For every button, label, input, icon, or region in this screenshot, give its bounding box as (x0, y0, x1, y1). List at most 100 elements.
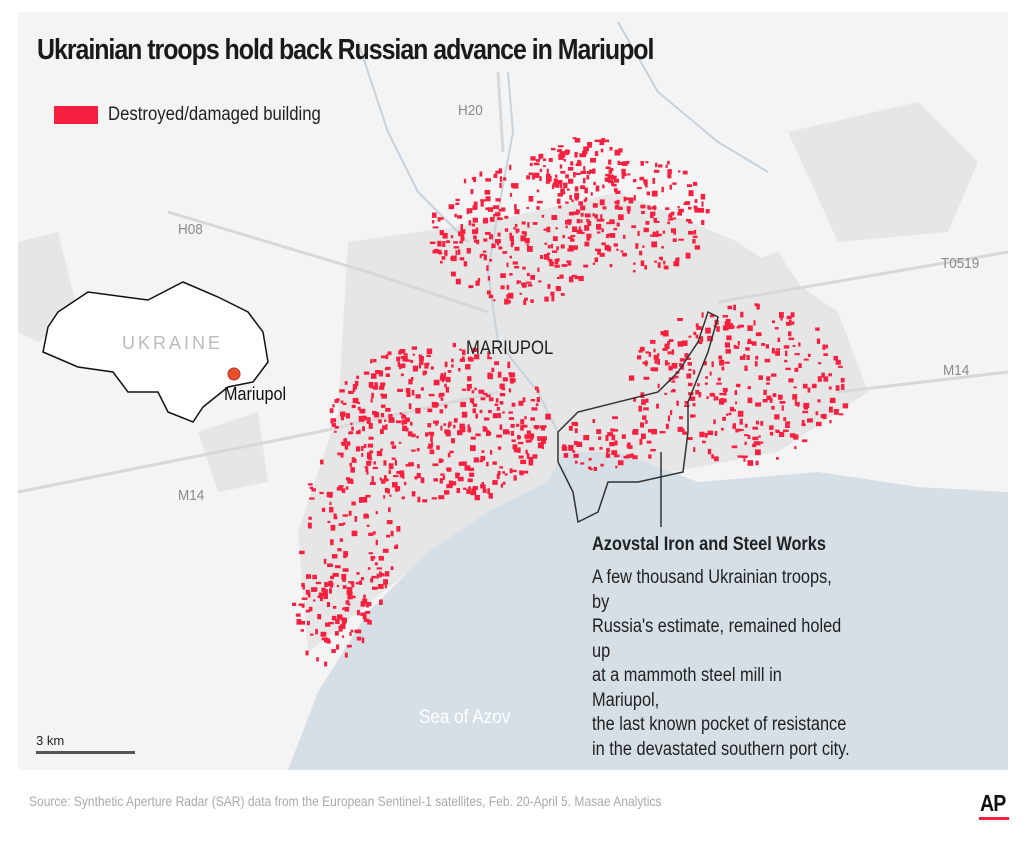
damage-marker (596, 429, 602, 435)
damage-marker (539, 176, 542, 182)
damage-marker (698, 207, 704, 213)
damage-marker (688, 221, 693, 224)
damage-marker (544, 296, 549, 302)
damage-marker (439, 479, 443, 484)
damage-marker (494, 361, 500, 366)
damage-marker (494, 212, 501, 217)
damage-marker (365, 466, 369, 473)
damage-marker (554, 258, 559, 265)
damage-marker (483, 427, 488, 431)
damage-marker (422, 499, 428, 503)
damage-marker (627, 209, 631, 214)
damage-marker (526, 206, 530, 209)
damage-marker (531, 407, 538, 411)
damage-marker (362, 614, 367, 620)
damage-marker (604, 244, 610, 251)
damage-marker (522, 266, 526, 270)
damage-marker (837, 365, 843, 368)
damage-marker (663, 265, 669, 270)
damage-marker (674, 375, 679, 379)
damage-marker (705, 209, 710, 214)
damage-marker (470, 189, 474, 195)
damage-marker (612, 429, 619, 432)
damage-marker (594, 214, 598, 219)
damage-marker (563, 158, 566, 162)
damage-marker (792, 344, 796, 347)
damage-marker (687, 382, 693, 387)
damage-marker (543, 253, 549, 260)
damage-marker (305, 650, 309, 656)
damage-marker (744, 434, 749, 437)
damage-marker (611, 434, 616, 441)
map[interactable] (18, 12, 1008, 770)
damage-marker (379, 477, 382, 481)
damage-marker (794, 353, 800, 356)
damage-marker (459, 240, 463, 244)
damage-marker (428, 431, 435, 436)
damage-marker (643, 376, 650, 380)
damage-marker (372, 410, 377, 415)
damage-marker (698, 340, 703, 345)
damage-marker (709, 371, 712, 376)
damage-marker (613, 178, 619, 183)
damage-marker (835, 359, 841, 365)
damage-marker (833, 409, 839, 415)
damage-marker (499, 392, 506, 397)
damage-marker (411, 389, 415, 396)
damage-marker (438, 458, 442, 464)
damage-marker (495, 170, 502, 174)
damage-marker (612, 183, 617, 187)
damage-marker (711, 361, 714, 368)
damage-marker (775, 429, 780, 432)
damage-marker (752, 436, 759, 441)
damage-marker (448, 421, 452, 427)
damage-marker (594, 139, 601, 143)
damage-marker (602, 206, 607, 210)
damage-marker (432, 249, 439, 254)
damage-marker (301, 603, 305, 608)
damage-marker (526, 453, 530, 459)
damage-marker (469, 472, 475, 477)
damage-marker (321, 588, 326, 592)
damage-marker (483, 238, 488, 242)
damage-marker (363, 444, 367, 449)
damage-marker (506, 294, 512, 299)
damage-marker (692, 235, 698, 239)
damage-marker (622, 161, 628, 166)
damage-marker (514, 246, 520, 251)
damage-marker (815, 327, 820, 331)
damage-marker (639, 346, 645, 352)
damage-marker (508, 417, 515, 420)
damage-marker (453, 241, 458, 244)
damage-marker (526, 243, 529, 246)
damage-marker (306, 620, 310, 626)
damage-marker (482, 489, 487, 493)
damage-marker (600, 148, 604, 153)
damage-marker (575, 172, 581, 176)
damage-marker (722, 387, 728, 392)
damage-marker (615, 201, 620, 205)
damage-marker (365, 610, 371, 614)
damage-marker (431, 497, 437, 500)
damage-marker (504, 228, 509, 232)
damage-marker (592, 262, 596, 265)
damage-marker (337, 452, 343, 456)
damage-marker (771, 320, 776, 324)
damage-marker (550, 147, 556, 151)
damage-marker (498, 246, 503, 250)
damage-marker (399, 412, 402, 415)
damage-marker (747, 397, 753, 404)
damage-marker (352, 388, 356, 392)
damage-marker (700, 193, 706, 200)
damage-marker (744, 441, 747, 445)
damage-marker (459, 358, 466, 362)
damage-marker (391, 445, 397, 449)
damage-marker (296, 619, 302, 625)
damage-marker (366, 454, 372, 460)
damage-marker (546, 252, 551, 255)
damage-marker (363, 371, 370, 375)
damage-marker (816, 421, 822, 427)
damage-marker (760, 420, 764, 426)
road-label-h08: H08 (178, 221, 203, 238)
damage-marker (530, 299, 534, 303)
